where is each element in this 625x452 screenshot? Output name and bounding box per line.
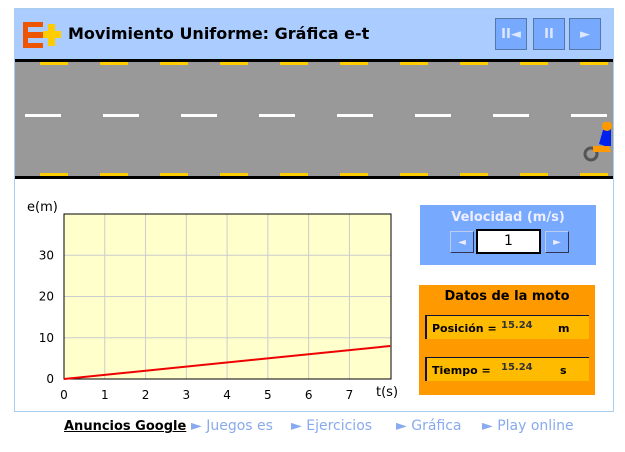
time-label: Tiempo = (432, 364, 491, 377)
series-line (63, 345, 391, 380)
app-frame: Movimiento Uniforme: Gráfica e-t II◄ II … (14, 8, 614, 412)
motorcycle-icon (583, 122, 612, 162)
position-time-chart: 0 1 2 3 4 5 6 7 0 10 20 30 t(s) e(m) (27, 200, 398, 402)
position-row: Posición = 15.24 m (425, 315, 589, 339)
pause-icon: II (544, 27, 554, 42)
time-unit: s (560, 364, 567, 377)
x-tick-label: 1 (101, 388, 109, 402)
lane-marking (220, 62, 248, 65)
lane-marking (40, 62, 68, 65)
lane-marking (571, 114, 607, 117)
chart-area: 0 1 2 3 4 5 6 7 0 10 20 30 t(s) e(m) (15, 179, 415, 411)
page-title: Movimiento Uniforme: Gráfica e-t (68, 24, 370, 43)
lane-marking (103, 114, 139, 117)
play-button[interactable]: ► (569, 18, 601, 50)
velocity-increase-button[interactable]: ► (545, 231, 569, 253)
lane-marking (580, 173, 608, 176)
link-juegos[interactable]: ► Juegos es (191, 418, 273, 434)
x-tick-label: 6 (305, 388, 313, 402)
road-animation (15, 59, 613, 179)
x-tick-label: 4 (223, 388, 231, 402)
lane-marking (280, 173, 308, 176)
lane-marking (220, 173, 248, 176)
lane-marking (520, 173, 548, 176)
velocity-panel: Velocidad (m/s) ◄ 1 ► (420, 205, 596, 265)
link-ejercicios[interactable]: ► Ejercicios (291, 418, 373, 434)
x-tick-label: 2 (142, 388, 150, 402)
reset-button[interactable]: II◄ (495, 18, 527, 50)
position-unit: m (558, 322, 570, 335)
lane-marking (520, 62, 548, 65)
position-label: Posición = (432, 322, 497, 335)
header: Movimiento Uniforme: Gráfica e-t II◄ II … (15, 9, 613, 59)
y-tick-label: 30 (39, 248, 54, 262)
velocity-decrease-button[interactable]: ◄ (450, 231, 474, 253)
velocity-input[interactable]: 1 (476, 229, 541, 254)
x-tick-label: 5 (264, 388, 272, 402)
lane-marking (280, 62, 308, 65)
lane-marking (340, 173, 368, 176)
play-icon: ► (580, 27, 590, 42)
lane-marking (400, 62, 428, 65)
lane-marking (160, 62, 188, 65)
data-title: Datos de la moto (444, 289, 570, 304)
lane-marking (25, 114, 61, 117)
lane-marking (340, 62, 368, 65)
lane-marking (100, 173, 128, 176)
x-tick-label: 3 (182, 388, 190, 402)
reset-icon: II◄ (501, 27, 521, 42)
ads-label[interactable]: Anuncios Google (64, 419, 187, 434)
position-value: 15.24 (501, 320, 533, 331)
y-tick-label: 0 (46, 372, 54, 386)
link-play-online[interactable]: ► Play online (482, 418, 574, 434)
lane-marking (337, 114, 373, 117)
velocity-label: Velocidad (m/s) (451, 210, 565, 225)
x-tick-label: 0 (60, 388, 68, 402)
lane-marking (259, 114, 295, 117)
y-tick-label: 10 (39, 331, 54, 345)
lane-marking (493, 114, 529, 117)
lane-marking (400, 173, 428, 176)
pause-button[interactable]: II (533, 18, 565, 50)
logo-icon (23, 22, 61, 48)
link-grafica[interactable]: ► Gráfica (396, 418, 462, 434)
lane-marking (100, 62, 128, 65)
lane-marking (160, 173, 188, 176)
y-axis-label: e(m) (27, 200, 58, 215)
plot-border (63, 213, 392, 380)
lane-marking (460, 173, 488, 176)
y-tick-label: 20 (39, 290, 54, 304)
x-axis-label: t(s) (376, 385, 398, 400)
lane-marking (40, 173, 68, 176)
x-tick-label: 7 (346, 388, 354, 402)
lane-marking (460, 62, 488, 65)
motorcycle-data-panel: Datos de la moto Posición = 15.24 m Tiem… (419, 285, 595, 395)
lane-marking (580, 62, 608, 65)
time-value: 15.24 (501, 362, 533, 373)
time-row: Tiempo = 15.24 s (425, 357, 589, 381)
lane-marking (415, 114, 451, 117)
lane-marking (181, 114, 217, 117)
